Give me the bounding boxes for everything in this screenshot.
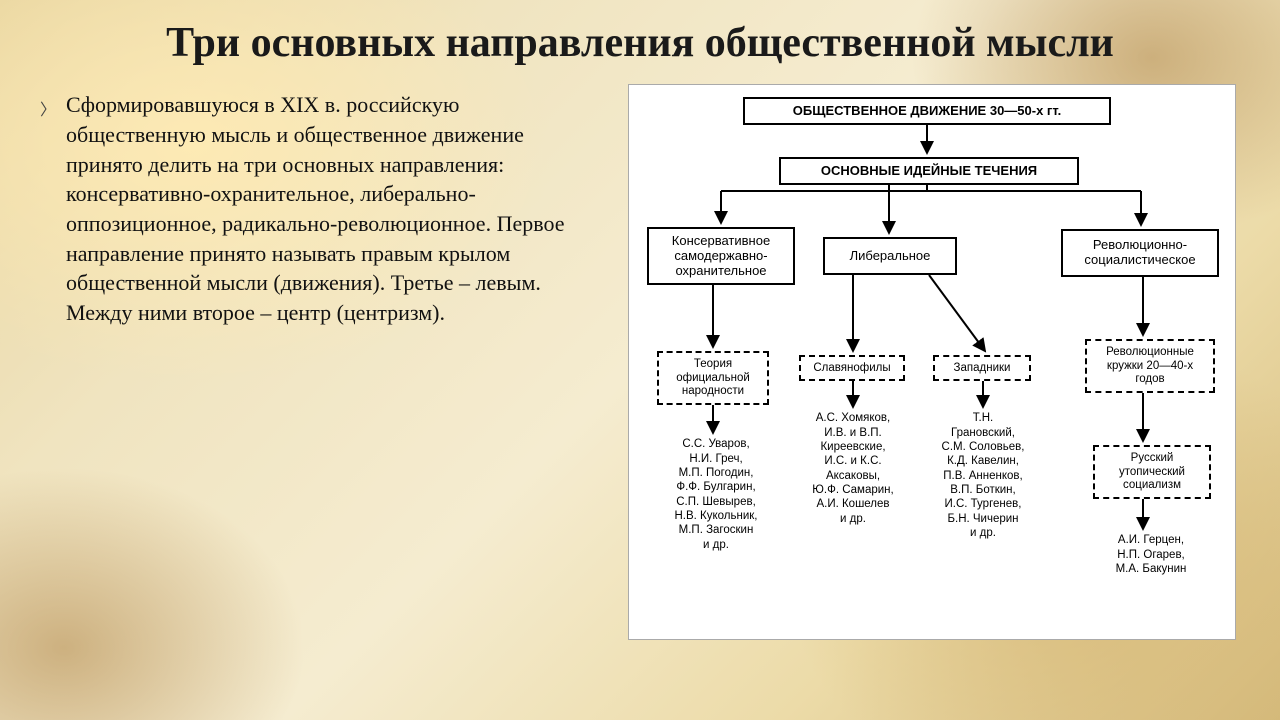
flowchart: ОБЩЕСТВЕННОЕ ДВИЖЕНИЕ 30—50-х гт. ОСНОВНЫ… <box>639 95 1225 631</box>
node-slav_box: Славянофилы <box>799 355 905 381</box>
node-theory_box: Теория официальной народности <box>657 351 769 405</box>
node-lib_box: Либеральное <box>823 237 957 275</box>
chevron-icon: 〉 <box>40 96 56 120</box>
names-west_names: Т.Н. Грановский, С.М. Соловьев, К.Д. Кав… <box>925 411 1041 540</box>
node-sub_box: ОСНОВНЫЕ ИДЕЙНЫЕ ТЕЧЕНИЯ <box>779 157 1079 185</box>
slide: Три основных направления общественной мы… <box>0 0 1280 720</box>
names-slav_names: А.С. Хомяков, И.В. и В.П. Киреевские, И.… <box>797 411 909 526</box>
node-utopian_box: Русский утопический социализм <box>1093 445 1211 499</box>
node-rev_box: Революционно-социалистическое <box>1061 229 1219 277</box>
names-theory_names: С.С. Уваров, Н.И. Греч, М.П. Погодин, Ф.… <box>655 437 777 552</box>
node-circles_box: Революционные кружки 20—40-х годов <box>1085 339 1215 393</box>
bullet-item: 〉 Сформировавшуюся в XIX в. российскую о… <box>40 90 600 328</box>
names-utopian_names: А.И. Герцен, Н.П. Огарев, М.А. Бакунин <box>1087 533 1215 576</box>
slide-title: Три основных направления общественной мы… <box>40 20 1240 66</box>
node-west_box: Западники <box>933 355 1031 381</box>
content-row: 〉 Сформировавшуюся в XIX в. российскую о… <box>40 84 1240 640</box>
text-column: 〉 Сформировавшуюся в XIX в. российскую о… <box>40 84 600 328</box>
paragraph: Сформировавшуюся в XIX в. российскую общ… <box>66 90 600 328</box>
node-header_box: ОБЩЕСТВЕННОЕ ДВИЖЕНИЕ 30—50-х гт. <box>743 97 1111 125</box>
diagram-panel: ОБЩЕСТВЕННОЕ ДВИЖЕНИЕ 30—50-х гт. ОСНОВНЫ… <box>628 84 1236 640</box>
node-cons_box: Консервативное самодержавно-охранительно… <box>647 227 795 285</box>
